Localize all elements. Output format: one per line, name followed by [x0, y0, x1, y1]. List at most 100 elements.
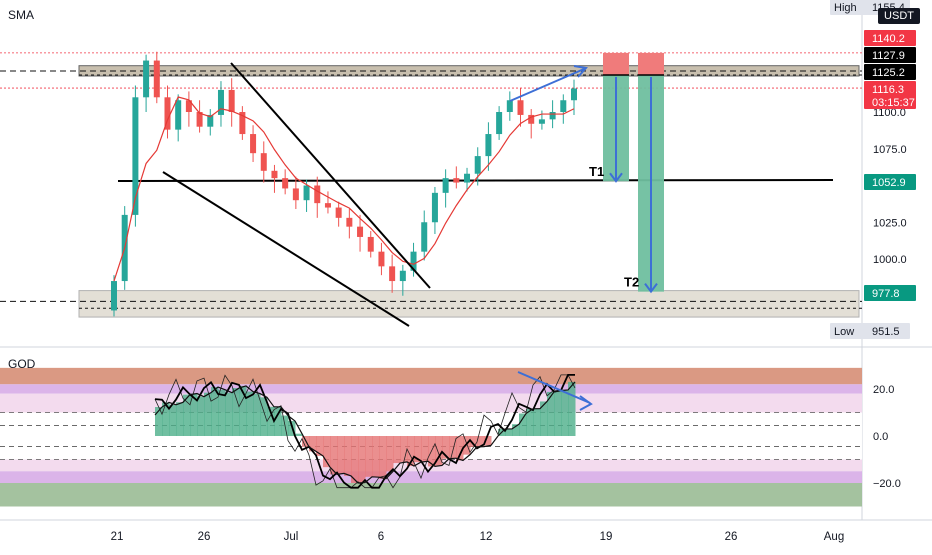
price-pane-label: SMA — [8, 8, 34, 22]
price-tick-label: 1000.0 — [873, 254, 907, 266]
oscillator-histogram-bar — [519, 414, 527, 436]
oscillator-histogram-bar — [547, 392, 555, 436]
price-tag-value: 951.5 — [872, 326, 900, 338]
oscillator-histogram-bar — [561, 390, 569, 436]
oscillator-histogram-bar — [449, 436, 457, 458]
oscillator-histogram-bar — [176, 402, 184, 436]
candle-body — [496, 112, 502, 134]
price-tag-value: 1127.9 — [872, 50, 905, 62]
oscillator-band — [0, 368, 862, 384]
oscillator-tick-label: −20.0 — [873, 478, 901, 490]
candle-body — [154, 61, 160, 98]
oscillator-histogram-bar — [533, 409, 541, 436]
oscillator-tick-label: 0.0 — [873, 431, 888, 443]
time-tick-label: 19 — [600, 531, 613, 543]
oscillator-histogram-bar — [386, 436, 394, 471]
candle-body — [325, 203, 331, 207]
time-tick-label: 26 — [725, 531, 738, 543]
price-tag-label: Low — [834, 326, 854, 338]
oscillator-histogram-bar — [316, 436, 324, 456]
candle-body — [250, 134, 256, 153]
oscillator-histogram-bar — [568, 382, 576, 436]
oscillator-histogram-bar — [169, 405, 177, 436]
price-tag-countdown: 03:15:37 — [872, 97, 915, 109]
candle-body — [368, 237, 374, 252]
candle-body — [271, 171, 277, 178]
candle-body — [314, 186, 320, 204]
oscillator-histogram-bar — [232, 388, 240, 436]
candle-body — [304, 186, 310, 201]
candle-body — [550, 112, 556, 119]
candle-body — [143, 61, 149, 98]
candle-body — [560, 100, 566, 112]
candle-body — [432, 193, 438, 222]
candle-body — [518, 100, 524, 115]
oscillator-histogram-bar — [372, 436, 380, 477]
oscillator-pane-label: GOD — [8, 357, 35, 371]
time-tick-label: Aug — [824, 531, 844, 543]
oscillator-histogram-bar — [253, 394, 261, 436]
price-tag-value: 1125.2 — [872, 67, 905, 79]
oscillator-histogram-bar — [225, 393, 233, 436]
oscillator-band — [0, 471, 862, 483]
candle-body — [475, 156, 481, 174]
price-tag-value: 1116.3 — [872, 84, 904, 96]
candle-body — [507, 100, 513, 112]
candle-body — [336, 208, 342, 218]
oscillator-histogram-bar — [197, 397, 205, 436]
candle-body — [539, 119, 545, 123]
oscillator-histogram-bar — [365, 436, 373, 477]
candle-body — [357, 227, 363, 237]
time-tick-label: 12 — [480, 531, 493, 543]
candle-body — [378, 252, 384, 267]
target-label: T1 — [589, 164, 604, 179]
candle-body — [400, 271, 406, 281]
time-tick-label: 6 — [378, 531, 384, 543]
time-tick-label: 21 — [111, 531, 124, 543]
oscillator-histogram-bar — [393, 436, 401, 463]
oscillator-histogram-bar — [337, 436, 345, 473]
time-tick-label: 26 — [198, 531, 211, 543]
zone-support — [79, 291, 859, 317]
target-label: T2 — [624, 275, 639, 290]
target-stop-zone — [638, 53, 664, 75]
price-tag-label: High — [834, 2, 857, 14]
candle-body — [346, 218, 352, 227]
candle-body — [464, 174, 470, 183]
candle-body — [443, 178, 449, 193]
price-tag-value: 1052.9 — [872, 177, 906, 189]
price-tag-value: 977.8 — [872, 288, 900, 300]
oscillator-histogram-bar — [421, 436, 429, 461]
oscillator-histogram-bar — [554, 390, 562, 436]
candle-body — [421, 222, 427, 251]
candle-body — [218, 90, 224, 115]
oscillator-band — [0, 394, 862, 413]
oscillator-histogram-bar — [295, 434, 303, 436]
time-tick-label: Jul — [284, 531, 299, 543]
oscillator-histogram-bar — [400, 436, 408, 462]
candle-body — [293, 188, 299, 200]
oscillator-band — [0, 483, 862, 507]
oscillator-histogram-bar — [344, 436, 352, 476]
candle-body — [485, 134, 491, 156]
oscillator-histogram-bar — [379, 436, 387, 479]
target-stop-zone — [603, 53, 629, 75]
candle-body — [571, 88, 577, 100]
candle-body — [389, 266, 395, 281]
oscillator-histogram-bar — [351, 436, 359, 483]
oscillator-tick-label: 20.0 — [873, 384, 894, 396]
oscillator-histogram-bar — [358, 436, 366, 483]
currency-badge[interactable]: USDT — [878, 8, 920, 24]
candle-body — [229, 90, 235, 112]
candle-body — [111, 281, 117, 310]
candle-body — [453, 178, 459, 182]
price-tag-value: 1140.2 — [872, 33, 905, 45]
candle-body — [175, 100, 181, 129]
oscillator-histogram-bar — [218, 390, 226, 436]
price-tick-label: 1075.0 — [873, 144, 907, 156]
candle-body — [261, 153, 267, 171]
candle-body — [282, 178, 288, 188]
price-tick-label: 1025.0 — [873, 217, 907, 229]
